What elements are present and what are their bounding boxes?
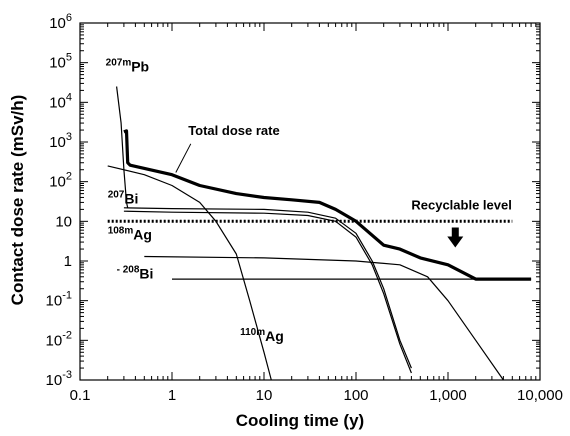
y-tick-label: 102 (49, 171, 72, 191)
series-line-4 (123, 210, 412, 374)
label-207Bi: 207Bi (108, 190, 139, 207)
label-108mAg: 108mAg (108, 225, 152, 242)
label-110mAg: 110mAg (240, 327, 284, 344)
y-tick-label: 1 (64, 253, 72, 270)
series-line-3 (123, 207, 412, 369)
y-axis-title: Contact dose rate (mSv/h) (8, 95, 27, 306)
ticks: 0.1 1 10 100 1,000 10,00010610510410310210110… (46, 12, 563, 404)
x-tick-label: 0.1 (70, 387, 91, 404)
down-arrow-icon (447, 227, 464, 248)
series-line-0 (123, 129, 532, 281)
x-axis-title: Cooling time (y) (236, 411, 364, 430)
total-leader-line (175, 143, 192, 173)
label-207mPb: 207mPb (106, 57, 149, 74)
label-208Bi: - 208Bi (117, 265, 154, 282)
y-tick-label: 10-2 (46, 329, 72, 349)
recyclable-arrow (447, 227, 464, 248)
y-tick-label: 10-1 (46, 290, 72, 310)
x-tick-label: 1 (168, 387, 176, 404)
y-tick-label: 103 (49, 131, 72, 151)
annotations: 207mPb Total dose rate 207Bi 108mAg - 208Bi 1… (106, 57, 512, 344)
x-tick-label: 10,000 (517, 387, 563, 404)
x-tick-label: 100 (343, 387, 368, 404)
axes (79, 22, 541, 381)
x-tick-label: 1,000 (429, 387, 467, 404)
series-group (107, 86, 532, 381)
y-tick-label: 104 (49, 91, 72, 111)
y-tick-label: 10-3 (46, 369, 72, 389)
series-line-5 (144, 255, 504, 381)
plot-frame (79, 22, 541, 381)
y-tick-label: 106 (49, 12, 72, 32)
label-recyclable: Recyclable level (411, 197, 511, 212)
label-total: Total dose rate (188, 123, 280, 138)
y-tick-label: 10 (55, 213, 72, 230)
y-tick-label: 105 (49, 52, 72, 72)
x-tick-label: 10 (256, 387, 273, 404)
